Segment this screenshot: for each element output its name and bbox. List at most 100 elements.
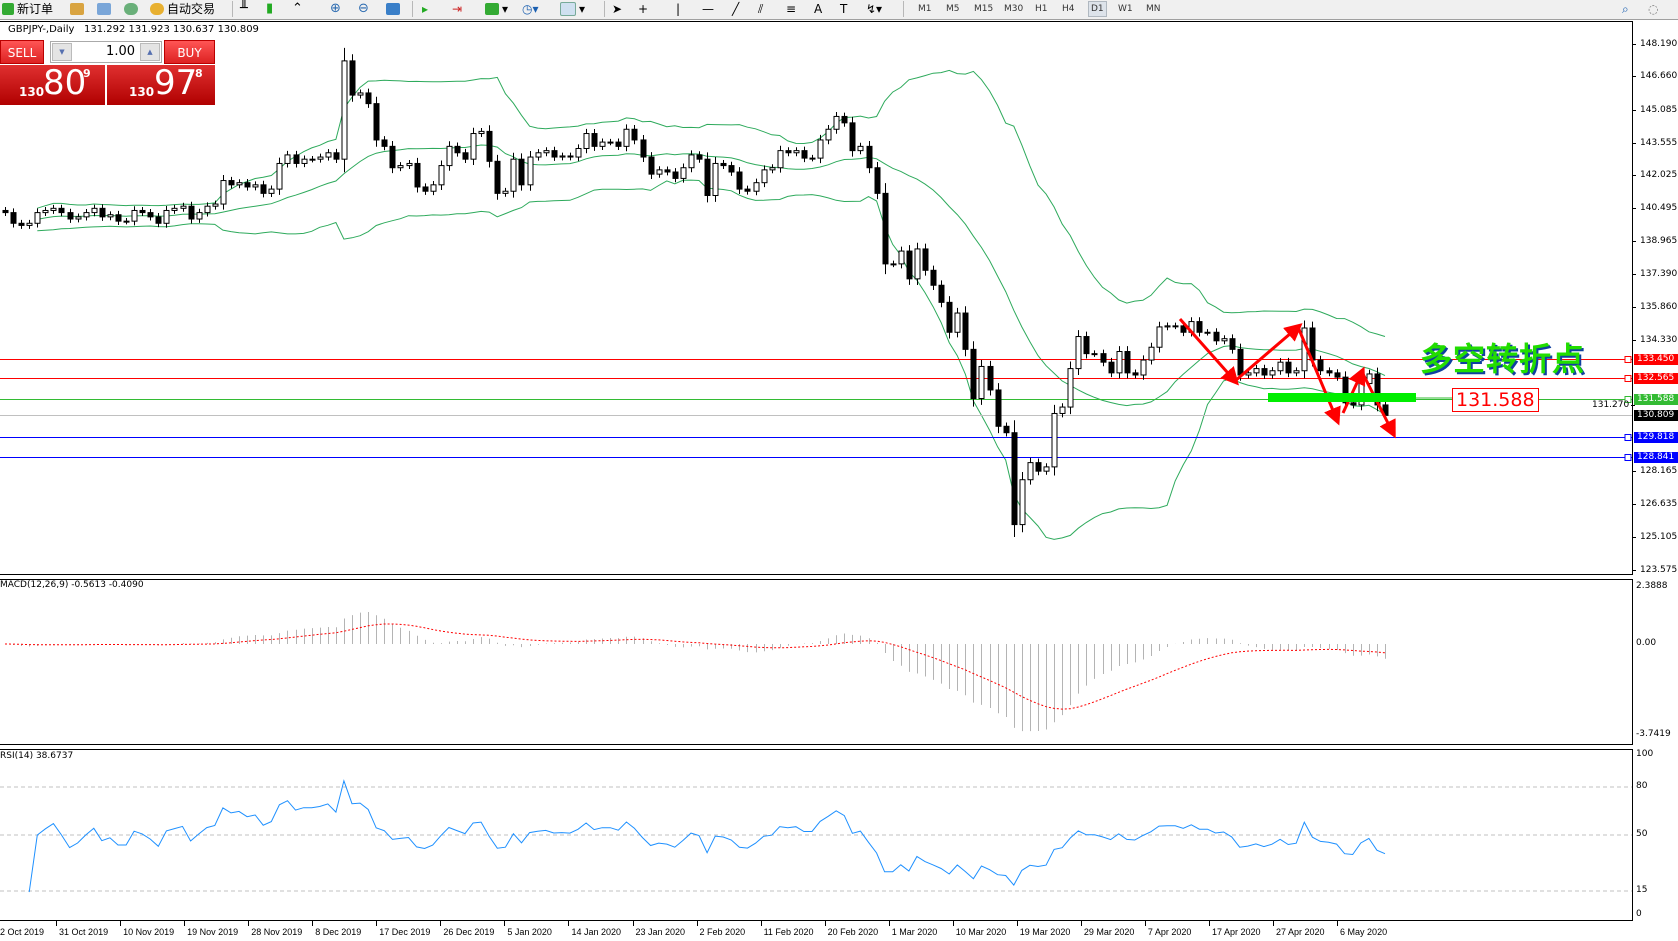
timeframe-mn[interactable]: MN — [1146, 4, 1161, 14]
sell-price-prefix: 130 — [19, 85, 45, 99]
cursor-icon[interactable]: ➤ — [612, 2, 623, 16]
candle-body — [623, 128, 630, 147]
candle — [333, 148, 340, 164]
new-order-button[interactable]: 新订单 — [2, 0, 53, 18]
zoom-out-icon[interactable]: ⊖ — [358, 1, 369, 16]
trendline-icon[interactable]: ╱ — [732, 2, 740, 16]
candle-body — [688, 154, 695, 169]
search-icon[interactable]: ⌕ — [1622, 2, 1629, 16]
chat-icon[interactable]: ◌ — [1648, 2, 1659, 16]
zoom-in-icon[interactable]: ⊕ — [330, 1, 341, 16]
timeframe-h4[interactable]: H4 — [1062, 4, 1075, 14]
sell-price-big: 80 — [43, 63, 87, 103]
candle-body — [656, 169, 663, 175]
market-watch-icon[interactable] — [97, 0, 111, 18]
chart-shift-icon[interactable]: ⇥ — [452, 2, 463, 16]
date-label: 7 Apr 2020 — [1144, 921, 1192, 937]
new-order-label: 新订单 — [17, 2, 54, 16]
trend-arrow — [1178, 318, 1239, 386]
timeframe-m5[interactable]: M5 — [946, 4, 960, 14]
candle — [357, 89, 364, 99]
text-icon[interactable]: A — [814, 2, 823, 16]
chart-window-border — [0, 21, 1633, 22]
candle — [543, 147, 550, 157]
candle-body — [34, 212, 41, 224]
auto-trading-label: 自动交易 — [167, 2, 216, 16]
lot-decrease-button[interactable]: ▼ — [52, 43, 72, 61]
templates-icon[interactable]: ▾ — [560, 0, 585, 18]
candle-body — [10, 212, 17, 224]
candle — [1059, 403, 1066, 418]
horizontal-line-icon[interactable]: — — [702, 2, 714, 16]
lot-increase-button[interactable]: ▲ — [140, 43, 160, 61]
lot-value[interactable]: 1.00 — [106, 44, 135, 59]
candle — [99, 204, 106, 221]
candle-body — [744, 188, 751, 192]
candle-body — [970, 348, 977, 400]
candlestick-icon[interactable]: ▮ — [266, 1, 274, 16]
timeframe-d1[interactable]: D1 — [1088, 1, 1107, 17]
timeframe-m15[interactable]: M15 — [974, 4, 994, 14]
candle — [1261, 364, 1268, 379]
rsi-panel-separator[interactable] — [0, 744, 1633, 750]
fibonacci-icon[interactable]: ≡ — [786, 2, 797, 16]
candle — [155, 213, 162, 228]
signals-icon[interactable] — [124, 0, 138, 18]
timeframe-m30[interactable]: M30 — [1004, 4, 1024, 14]
candle-body — [962, 312, 969, 350]
candle — [1221, 335, 1228, 345]
candle — [260, 180, 267, 198]
arrows-icon[interactable]: ↯▾ — [866, 2, 883, 16]
date-label: 28 Nov 2019 — [248, 921, 303, 937]
candle — [825, 124, 832, 145]
sell-price-button[interactable]: 130 80 9 — [0, 63, 105, 105]
candle — [317, 153, 324, 163]
line-chart-icon[interactable]: ⌃ — [292, 1, 303, 16]
date-label: 27 Apr 2020 — [1273, 921, 1325, 937]
level-price-label: 128.841 — [1634, 452, 1678, 463]
candle-body — [494, 160, 501, 194]
buy-price-big: 97 — [154, 63, 198, 103]
candle — [1019, 472, 1026, 533]
level-price-label: 131.588 — [1634, 394, 1678, 405]
text-label-icon[interactable]: T — [840, 2, 848, 16]
bar-chart-icon[interactable]: ╨ — [240, 1, 248, 16]
annotation-text: 多空转折点 — [1420, 340, 1586, 378]
timeframe-h1[interactable]: H1 — [1035, 4, 1048, 14]
vertical-line-icon[interactable]: | — [676, 2, 681, 16]
auto-scroll-icon[interactable]: ▸ — [422, 2, 429, 16]
candle — [115, 210, 122, 225]
tile-windows-icon[interactable] — [386, 0, 400, 18]
bollinger-middle-band — [37, 144, 1386, 407]
candle-body — [1326, 370, 1333, 374]
candle — [753, 178, 760, 196]
auto-trading-button[interactable]: 自动交易 — [150, 0, 215, 18]
candle — [1269, 367, 1276, 379]
equidistant-channel-icon[interactable]: ⫽ — [758, 2, 764, 16]
indicators-icon[interactable]: ▾ — [485, 0, 508, 18]
candle-body — [712, 162, 719, 197]
macd-panel-separator[interactable] — [0, 574, 1633, 580]
metaeditor-icon[interactable] — [70, 0, 84, 18]
candle — [349, 54, 356, 102]
timeframe-w1[interactable]: W1 — [1118, 4, 1133, 14]
candle — [430, 180, 437, 196]
candle — [1172, 322, 1179, 330]
candle-body — [317, 156, 324, 160]
candle — [535, 149, 542, 161]
crosshair-icon[interactable]: + — [638, 2, 649, 16]
timeframe-m1[interactable]: M1 — [918, 4, 932, 14]
date-label: 22 Oct 2019 — [0, 927, 44, 938]
candle-body — [1059, 406, 1066, 414]
periods-icon[interactable]: ◷▾ — [522, 2, 539, 16]
level-price-label: 129.818 — [1634, 432, 1678, 443]
lot-size-input[interactable]: ▼ 1.00 ▲ — [50, 41, 162, 63]
sell-button[interactable]: SELL — [0, 40, 44, 64]
buy-price-button[interactable]: 130 97 8 — [107, 63, 215, 105]
candle — [857, 142, 864, 155]
buy-button[interactable]: BUY — [164, 40, 215, 64]
candle-body — [1237, 348, 1244, 376]
new-order-icon — [2, 3, 14, 15]
candle — [284, 150, 291, 168]
